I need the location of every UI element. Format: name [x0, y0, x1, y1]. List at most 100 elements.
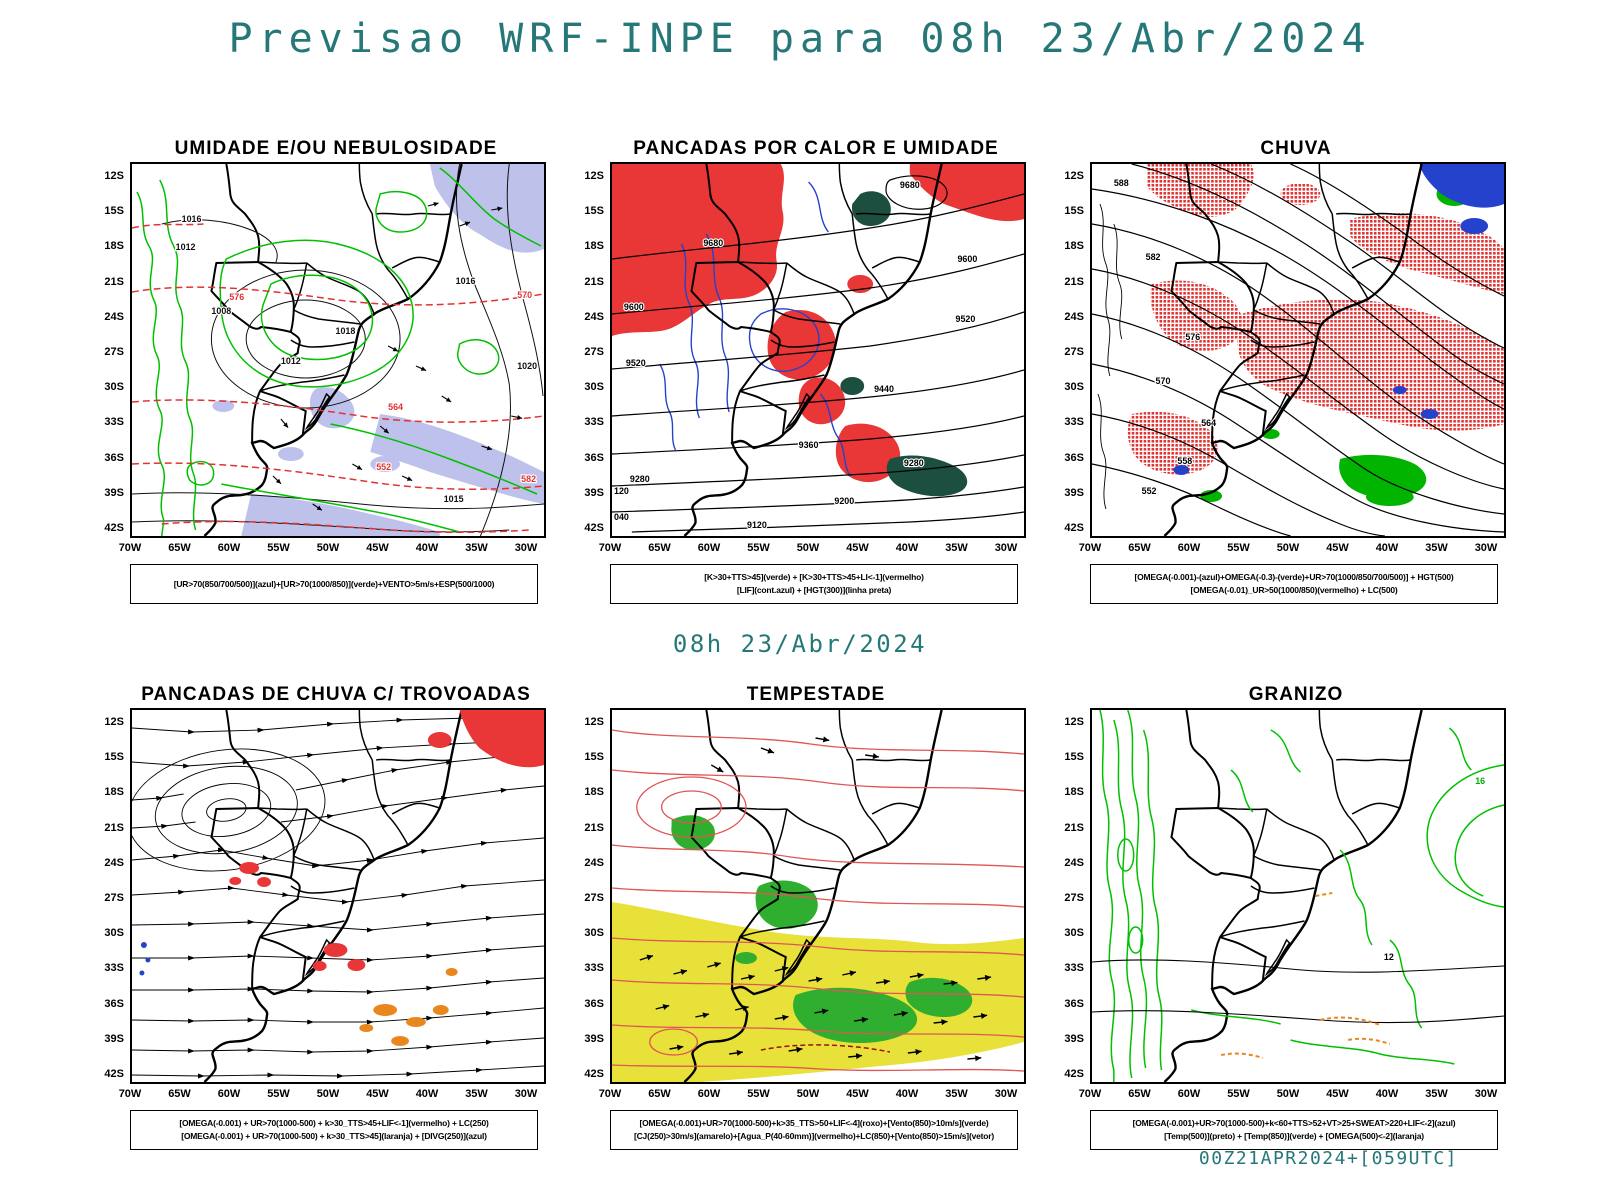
svg-text:564: 564	[388, 402, 403, 412]
lon-tick-label: 30W	[994, 542, 1018, 554]
lon-tick-label: 50W	[796, 542, 820, 554]
lat-tick-label: 12S	[584, 170, 604, 182]
y-axis-labels: 12S 15S 18S 21S 24S 27S 30S 33S 36S 39S 42S	[94, 710, 127, 1082]
temp500-contours-black	[1092, 959, 1504, 1024]
lat-tick-label: 18S	[584, 786, 604, 799]
lon-tick-label: 65W	[1128, 1088, 1151, 1100]
lon-tick-label: 50W	[316, 542, 340, 554]
svg-text:9280: 9280	[630, 474, 650, 484]
map-chuva-svg: 588 582 576 570 564 558 552	[1092, 164, 1504, 536]
map-area: 12S 15S 18S 21S 24S 27S 30S 33S 36S 39S 42S	[1054, 708, 1506, 1106]
humidity-contours-green	[136, 167, 542, 536]
map-tempestade	[610, 708, 1026, 1084]
lon-tick-label: 55W	[267, 542, 290, 554]
height-contours-black	[612, 175, 1024, 533]
lon-tick-label: 70W	[598, 542, 622, 554]
basemap	[1163, 710, 1423, 1082]
lat-tick-label: 24S	[1064, 856, 1084, 869]
panel-title: PANCADAS POR CALOR E UMIDADE	[633, 138, 999, 159]
map-area: 12S 15S 18S 21S 24S 27S 30S 33S 36S 39S 42S	[1054, 162, 1506, 560]
lat-tick-label: 18S	[1064, 240, 1084, 253]
map-row-top: UMIDADE E/OU NEBULOSIDADE 12S 15S 18S 21S 24…	[0, 138, 1600, 604]
x-axis-labels: 70W 65W 60W 55W 50W 45W 40W 35W 30W	[119, 540, 542, 556]
svg-text:582: 582	[1146, 252, 1161, 262]
lat-tick-label: 39S	[584, 486, 604, 499]
lat-tick-label: 42S	[584, 1068, 604, 1080]
lat-tick-label: 18S	[1064, 786, 1084, 799]
contour-labels: 9680 9680 9600 9600 9520 9520 9440 9360 …	[613, 179, 979, 531]
svg-text:1012: 1012	[281, 356, 301, 366]
lon-tick-label: 50W	[316, 1088, 340, 1100]
map-umidade: 1016 1012 1008 1018 1012 1020 1016 1015 …	[130, 162, 546, 538]
lat-tick-label: 39S	[1064, 486, 1084, 499]
y-axis-labels: 12S 15S 18S 21S 24S 27S 30S 33S 36S 39S 42S	[574, 164, 607, 536]
y-axis-labels: 12S 15S 18S 21S 24S 27S 30S 33S 36S 39S 42S	[1054, 710, 1087, 1082]
lat-tick-label: 30S	[1064, 927, 1084, 940]
divergence-marks-blue	[139, 942, 151, 976]
lat-tick-label: 12S	[1064, 170, 1084, 182]
caption-box: [K>30+TTS>45](verde) + [K>30+TTS>45+LI<-…	[610, 564, 1018, 604]
map-tempestade-svg	[612, 710, 1024, 1082]
lon-tick-label: 50W	[1276, 542, 1300, 554]
map-area: 12S 15S 18S 21S 24S 27S 30S 33S 36S 39S 42S	[574, 162, 1026, 560]
lon-tick-label: 70W	[1078, 542, 1102, 554]
thickness-contours-red	[132, 223, 544, 534]
lat-tick-label: 15S	[104, 751, 124, 764]
x-axis-labels: 70W 65W 60W 55W 50W 45W 40W 35W 30W	[1079, 1086, 1502, 1102]
temp850-contours-green	[1099, 710, 1504, 1082]
lon-tick-label: 55W	[747, 542, 770, 554]
svg-text:12: 12	[1384, 952, 1394, 962]
caption-line: [CJ(250)>30m/s](amarelo)+[Agua_P(40-60mm…	[633, 1131, 994, 1141]
circulation-center	[132, 748, 326, 872]
svg-text:9200: 9200	[834, 496, 854, 506]
lat-tick-label: 39S	[104, 1032, 124, 1045]
y-axis-labels: 12S 15S 18S 21S 24S 27S 30S 33S 36S 39S 42S	[94, 164, 127, 536]
lat-tick-label: 18S	[104, 240, 124, 253]
panel-granizo: GRANIZO 12S 15S 18S 21S 24S 27S 30S 33S 36S 39S 42…	[1054, 684, 1506, 1150]
caption-box: [OMEGA(-0.001)-(azul)+OMEGA(-0.3)-(verde…	[1090, 564, 1498, 604]
lat-tick-label: 39S	[584, 1032, 604, 1045]
lon-tick-label: 45W	[1326, 1088, 1349, 1100]
caption-line: [OMEGA(-0.01)_UR>50(1000/850)(vermelho) …	[1190, 585, 1398, 595]
lon-tick-label: 40W	[415, 1088, 439, 1100]
lon-tick-label: 45W	[366, 542, 389, 554]
lon-tick-label: 30W	[514, 1088, 538, 1100]
contour-labels: 588 582 576 570 564 558 552	[1113, 177, 1217, 497]
precipitable-water-contour-darkred	[760, 1044, 891, 1053]
map-chuva: 588 582 576 570 564 558 552	[1090, 162, 1506, 538]
caption-box: [OMEGA(-0.001)+UR>70(1000-500)+k<60+TTS>…	[1090, 1110, 1498, 1150]
svg-text:570: 570	[1156, 376, 1171, 386]
map-umidade-svg: 1016 1012 1008 1018 1012 1020 1016 1015 …	[132, 164, 544, 536]
lon-tick-label: 35W	[465, 1088, 488, 1100]
svg-text:1012: 1012	[176, 242, 196, 252]
lat-tick-label: 21S	[104, 275, 124, 288]
lat-tick-label: 36S	[104, 451, 124, 464]
caption-line: [OMEGA(-0.001) + UR>70(1000-500) + k>30_…	[179, 1118, 489, 1128]
run-info: 00Z21APR2024+[059UTC]	[1198, 1148, 1458, 1169]
lon-tick-label: 45W	[1326, 542, 1349, 554]
lon-tick-label: 40W	[1375, 1088, 1399, 1100]
svg-text:588: 588	[1114, 178, 1129, 188]
lon-tick-label: 60W	[217, 542, 241, 554]
lon-tick-label: 55W	[747, 1088, 770, 1100]
svg-text:9600: 9600	[957, 254, 977, 264]
basemap	[203, 164, 463, 536]
lon-tick-label: 65W	[168, 1088, 191, 1100]
lat-tick-label: 24S	[104, 856, 124, 869]
y-axis-labels: 12S 15S 18S 21S 24S 27S 30S 33S 36S 39S 42S	[574, 710, 607, 1082]
svg-text:9280: 9280	[904, 458, 924, 468]
lat-tick-label: 42S	[1064, 522, 1084, 534]
lat-tick-label: 39S	[104, 486, 124, 499]
lon-tick-label: 30W	[994, 1088, 1018, 1100]
lat-tick-label: 36S	[1064, 997, 1084, 1010]
x-axis-labels: 70W 65W 60W 55W 50W 45W 40W 35W 30W	[599, 540, 1022, 556]
lon-tick-label: 60W	[1177, 1088, 1201, 1100]
lon-tick-label: 30W	[1474, 542, 1498, 554]
svg-text:9520: 9520	[955, 314, 975, 324]
lon-tick-label: 30W	[514, 542, 538, 554]
map-trovoadas-svg	[132, 710, 544, 1082]
lat-tick-label: 33S	[1064, 962, 1084, 975]
caption-line: [Temp(500)](preto) + [Temp(850)](verde) …	[1164, 1131, 1424, 1141]
lat-tick-label: 42S	[104, 522, 124, 534]
